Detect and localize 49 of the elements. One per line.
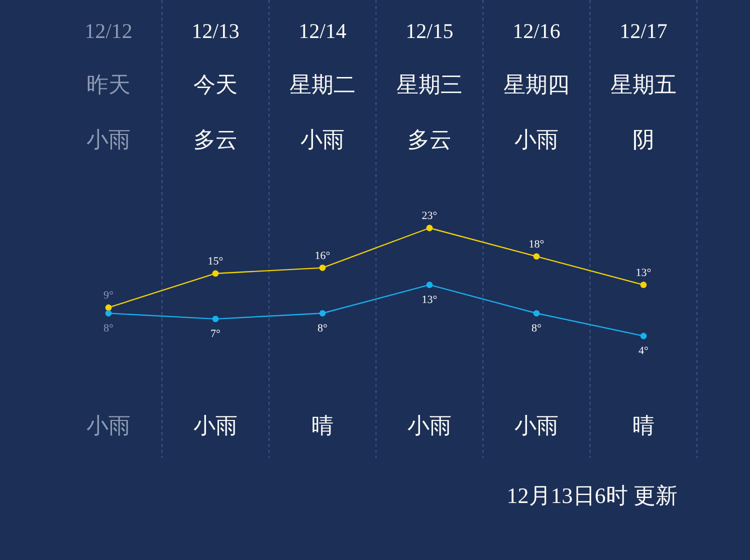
data-label: 13°: [636, 266, 652, 279]
text: 星期五: [610, 72, 676, 97]
point: [212, 270, 219, 277]
text: 星期三: [396, 72, 462, 97]
point: [319, 310, 326, 316]
point: [105, 304, 112, 311]
text: 小雨: [86, 127, 130, 152]
data-label: 15°: [208, 255, 224, 268]
point: [533, 253, 540, 260]
text: 12月13日6时 更新: [506, 483, 678, 508]
point: [426, 224, 433, 232]
data-label: 13°: [422, 294, 438, 306]
x-tick-label: 12/14: [298, 19, 347, 43]
data-label: 7°: [210, 328, 220, 340]
text: 晴: [632, 413, 654, 438]
text: 阴: [632, 127, 654, 152]
data-label: 16°: [314, 250, 330, 262]
data-label: 23°: [422, 210, 438, 222]
text: 今天: [194, 72, 238, 97]
text: 昨天: [86, 72, 130, 97]
point: [640, 282, 647, 288]
text: 小雨: [194, 413, 238, 438]
data-label: 8°: [318, 322, 328, 334]
text: 多云: [408, 127, 452, 152]
text: 小雨: [408, 413, 452, 438]
data-label: 8°: [532, 322, 542, 334]
data-label: 4°: [638, 345, 648, 357]
text: 星期四: [504, 72, 570, 97]
data-label: 8°: [104, 322, 114, 334]
data-label: 9°: [104, 290, 114, 302]
point: [319, 264, 326, 271]
point: [533, 310, 540, 316]
x-tick-label: 12/16: [512, 19, 560, 43]
text: 晴: [312, 413, 334, 438]
text: 小雨: [514, 413, 558, 438]
text: 小雨: [300, 127, 344, 152]
text: 星期二: [290, 72, 356, 97]
text: 小雨: [514, 127, 558, 152]
x-tick-label: 12/13: [192, 19, 240, 43]
x-tick-label: 12/17: [620, 19, 668, 43]
point: [212, 316, 219, 322]
point: [640, 332, 647, 340]
text: 小雨: [86, 413, 130, 438]
data-label: 18°: [528, 238, 544, 250]
x-tick-label: 12/12: [84, 19, 132, 43]
point: [105, 310, 112, 316]
x-tick-label: 12/15: [406, 19, 454, 43]
point: [426, 282, 433, 288]
text: 多云: [194, 127, 238, 152]
